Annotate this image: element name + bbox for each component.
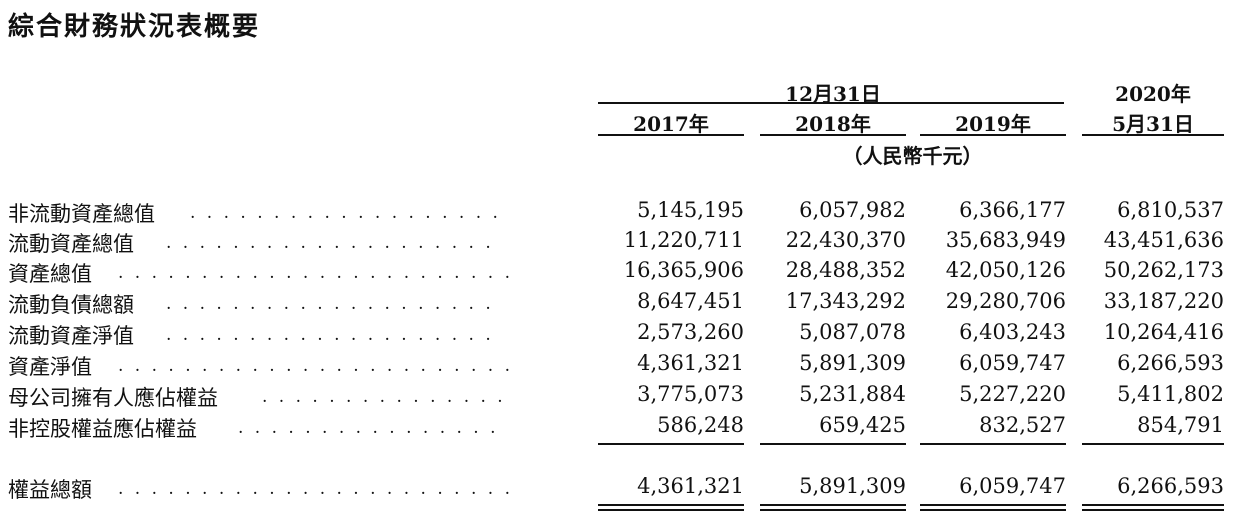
- subtotal-rule-2019: [920, 443, 1066, 445]
- row-label: 非控股權益應佔權益: [8, 417, 197, 441]
- header-rule-2020: [1082, 134, 1224, 136]
- double-rule-2018: [760, 504, 906, 511]
- leader-dots: . . . . . . . . . . . . . . .: [262, 387, 506, 407]
- table-row: 流動資產總值 . . . . . . . . . . . . . . . . .…: [0, 228, 1238, 258]
- total-2017: 4,361,321: [637, 474, 744, 498]
- cell-2017: 2,573,260: [637, 320, 744, 344]
- cell-2019: 6,059,747: [959, 351, 1066, 375]
- cell-2018: 17,343,292: [785, 289, 906, 313]
- header-year-2019: 2019年: [955, 112, 1031, 136]
- cell-2018: 5,087,078: [799, 320, 906, 344]
- cell-2020-may: 5,411,802: [1117, 382, 1224, 406]
- header-rule-2017: [598, 134, 744, 136]
- cell-2020-may: 10,264,416: [1103, 320, 1224, 344]
- row-label: 流動資產總值: [8, 232, 134, 256]
- table-row: 非流動資產總值 . . . . . . . . . . . . . . . . …: [0, 198, 1238, 228]
- header-year-2018: 2018年: [795, 112, 871, 136]
- total-row: 權益總額 . . . . . . . . . . . . . . . . . .…: [0, 474, 1238, 504]
- row-label: 資產淨值: [8, 355, 92, 379]
- cell-2019: 42,050,126: [945, 258, 1066, 282]
- row-label: 母公司擁有人應佔權益: [8, 386, 218, 410]
- cell-2020-may: 854,791: [1137, 413, 1224, 437]
- cell-2019: 5,227,220: [959, 382, 1066, 406]
- cell-2018: 659,425: [819, 413, 906, 437]
- total-2019: 6,059,747: [959, 474, 1066, 498]
- cell-2017: 3,775,073: [637, 382, 744, 406]
- cell-2018: 5,891,309: [799, 351, 906, 375]
- cell-2017: 11,220,711: [623, 228, 744, 252]
- double-rule-2017: [598, 504, 744, 511]
- leader-dots: . . . . . . . . . . . . . . . . . . . . …: [118, 263, 513, 283]
- header-year-2017: 2017年: [633, 112, 709, 136]
- cell-2017: 4,361,321: [637, 351, 744, 375]
- table-row: 母公司擁有人應佔權益 . . . . . . . . . . . . . . .…: [0, 382, 1238, 412]
- cell-2018: 22,430,370: [785, 228, 906, 252]
- cell-2017: 8,647,451: [637, 289, 744, 313]
- row-label: 流動負債總額: [8, 293, 134, 317]
- cell-2018: 6,057,982: [799, 198, 906, 222]
- total-2020-may: 6,266,593: [1117, 474, 1224, 498]
- table-row: 流動負債總額 . . . . . . . . . . . . . . . . .…: [0, 289, 1238, 319]
- cell-2020-may: 6,266,593: [1117, 351, 1224, 375]
- cell-2017: 586,248: [657, 413, 744, 437]
- cell-2019: 6,403,243: [959, 320, 1066, 344]
- table-row: 流動資產淨值 . . . . . . . . . . . . . . . . .…: [0, 320, 1238, 350]
- leader-dots: . . . . . . . . . . . . . . . . . . . . …: [118, 356, 513, 376]
- cell-2020-may: 33,187,220: [1103, 289, 1224, 313]
- cell-2019: 35,683,949: [945, 228, 1066, 252]
- header-rule-2018: [760, 134, 906, 136]
- cell-2017: 16,365,906: [623, 258, 744, 282]
- cell-2018: 28,488,352: [785, 258, 906, 282]
- subtotal-rule-2017: [598, 443, 744, 445]
- leader-dots: . . . . . . . . . . . . . . . . . . . .: [166, 325, 494, 345]
- unit-label: （人民幣千元）: [842, 144, 983, 168]
- cell-2020-may: 6,810,537: [1117, 198, 1224, 222]
- cell-2018: 5,231,884: [799, 382, 906, 406]
- leader-dots: . . . . . . . . . . . . . . . . . . . . …: [118, 479, 513, 499]
- cell-2019: 6,366,177: [959, 198, 1066, 222]
- row-label: 流動資產淨值: [8, 324, 134, 348]
- cell-2019: 832,527: [979, 413, 1066, 437]
- leader-dots: . . . . . . . . . . . . . . . .: [238, 418, 499, 438]
- total-label: 權益總額: [8, 478, 92, 502]
- cell-2020-may: 43,451,636: [1103, 228, 1224, 252]
- group-rule: [598, 102, 1064, 104]
- table-row: 資產淨值 . . . . . . . . . . . . . . . . . .…: [0, 351, 1238, 381]
- leader-dots: . . . . . . . . . . . . . . . . . . .: [190, 203, 501, 223]
- double-rule-2020: [1082, 504, 1224, 511]
- header-2020-line1: 2020年: [1115, 82, 1191, 106]
- row-label: 資產總值: [8, 262, 92, 286]
- table-row: 非控股權益應佔權益 . . . . . . . . . . . . . . . …: [0, 413, 1238, 443]
- leader-dots: . . . . . . . . . . . . . . . . . . . .: [166, 294, 494, 314]
- cell-2020-may: 50,262,173: [1103, 258, 1224, 282]
- row-label: 非流動資產總值: [8, 202, 155, 226]
- subtotal-rule-2020: [1082, 443, 1224, 445]
- subtotal-rule-2018: [760, 443, 906, 445]
- cell-2017: 5,145,195: [637, 198, 744, 222]
- table-row: 資產總值 . . . . . . . . . . . . . . . . . .…: [0, 258, 1238, 288]
- leader-dots: . . . . . . . . . . . . . . . . . . . .: [166, 233, 494, 253]
- double-rule-2019: [920, 504, 1066, 511]
- cell-2019: 29,280,706: [945, 289, 1066, 313]
- header-2020-line2: 5月31日: [1112, 112, 1194, 136]
- total-2018: 5,891,309: [799, 474, 906, 498]
- header-rule-2019: [920, 134, 1066, 136]
- page-title: 綜合財務狀況表概要: [8, 12, 261, 42]
